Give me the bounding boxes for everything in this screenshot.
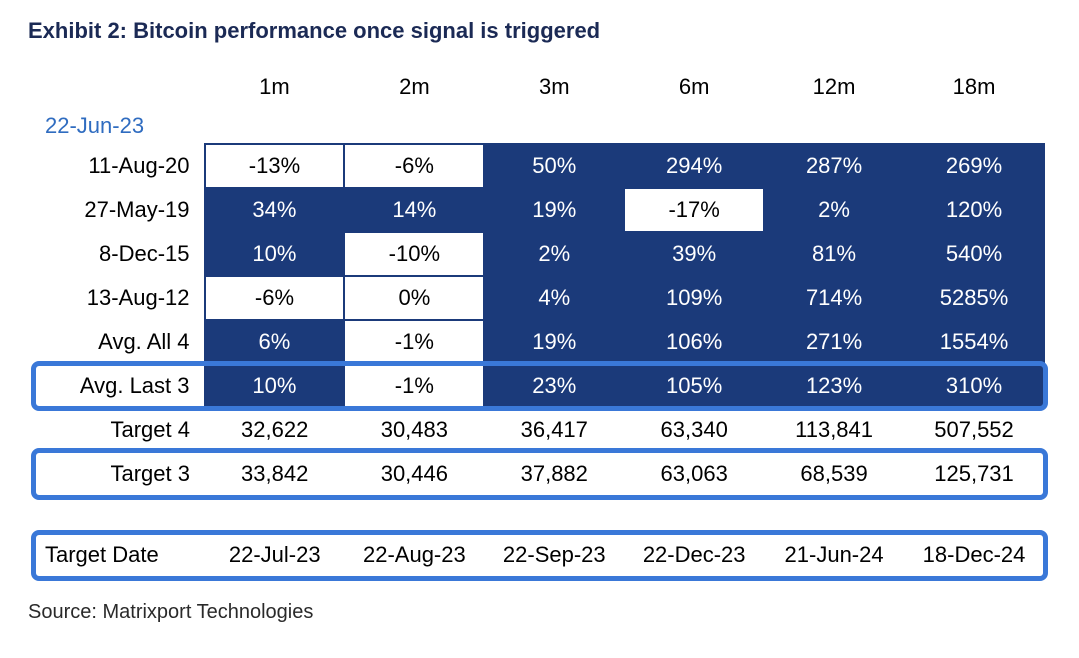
- row-label: 8-Dec-15: [35, 232, 205, 276]
- cell: 271%: [764, 320, 904, 364]
- cell: 30,446: [344, 452, 484, 496]
- col-header: 18m: [904, 70, 1044, 109]
- cell: 294%: [624, 144, 764, 188]
- row-label: Target Date: [35, 534, 205, 577]
- cell: 507,552: [904, 408, 1044, 452]
- col-header: 12m: [764, 70, 904, 109]
- header-blank: [35, 70, 205, 109]
- cell: 109%: [624, 276, 764, 320]
- table-row: 11-Aug-20 -13% -6% 50% 294% 287% 269%: [35, 144, 1045, 188]
- cell: 30,483: [344, 408, 484, 452]
- cell: 33,842: [205, 452, 345, 496]
- col-header: 3m: [484, 70, 624, 109]
- table-row: 8-Dec-15 10% -10% 2% 39% 81% 540%: [35, 232, 1045, 276]
- cell: 81%: [764, 232, 904, 276]
- cell: 540%: [904, 232, 1044, 276]
- table-header-row: 1m 2m 3m 6m 12m 18m: [35, 70, 1045, 109]
- cell: 1554%: [904, 320, 1044, 364]
- cell: 5285%: [904, 276, 1044, 320]
- cell: -6%: [205, 276, 345, 320]
- table-row: Avg. Last 3 10% -1% 23% 105% 123% 310%: [35, 364, 1045, 408]
- table-row: Avg. All 4 6% -1% 19% 106% 271% 1554%: [35, 320, 1045, 364]
- exhibit-container: Exhibit 2: Bitcoin performance once sign…: [0, 0, 1079, 658]
- spacer-row: [35, 496, 1045, 534]
- cell: 36,417: [484, 408, 624, 452]
- cell: -13%: [205, 144, 345, 188]
- row-label: 11-Aug-20: [35, 144, 205, 188]
- cell: -1%: [344, 364, 484, 408]
- cell: 105%: [624, 364, 764, 408]
- cell: 18-Dec-24: [904, 534, 1044, 577]
- cell: 23%: [484, 364, 624, 408]
- cell: 21-Jun-24: [764, 534, 904, 577]
- cell: 123%: [764, 364, 904, 408]
- cell: 32,622: [205, 408, 345, 452]
- cell: 4%: [484, 276, 624, 320]
- row-label: Target 3: [35, 452, 205, 496]
- cell: 10%: [205, 364, 345, 408]
- cell: 39%: [624, 232, 764, 276]
- cell: 310%: [904, 364, 1044, 408]
- cell: 34%: [205, 188, 345, 232]
- cell: 269%: [904, 144, 1044, 188]
- cell: 22-Jul-23: [205, 534, 345, 577]
- cell: 37,882: [484, 452, 624, 496]
- table-row: 13-Aug-12 -6% 0% 4% 109% 714% 5285%: [35, 276, 1045, 320]
- cell: 22-Sep-23: [484, 534, 624, 577]
- cell: -10%: [344, 232, 484, 276]
- cell: 22-Dec-23: [624, 534, 764, 577]
- target-row: Target 4 32,622 30,483 36,417 63,340 113…: [35, 408, 1045, 452]
- signal-date: 22-Jun-23: [35, 109, 1045, 145]
- table-wrap: 1m 2m 3m 6m 12m 18m 22-Jun-23 11-Aug-20 …: [28, 70, 1051, 577]
- col-header: 1m: [205, 70, 345, 109]
- cell: 19%: [484, 188, 624, 232]
- row-label: Avg. Last 3: [35, 364, 205, 408]
- table-row: 27-May-19 34% 14% 19% -17% 2% 120%: [35, 188, 1045, 232]
- cell: -17%: [624, 188, 764, 232]
- exhibit-title: Exhibit 2: Bitcoin performance once sign…: [28, 18, 1051, 44]
- cell: 19%: [484, 320, 624, 364]
- cell: -6%: [344, 144, 484, 188]
- cell: 22-Aug-23: [344, 534, 484, 577]
- row-label: Avg. All 4: [35, 320, 205, 364]
- col-header: 6m: [624, 70, 764, 109]
- cell: 6%: [205, 320, 345, 364]
- cell: 2%: [764, 188, 904, 232]
- cell: 714%: [764, 276, 904, 320]
- cell: 68,539: [764, 452, 904, 496]
- cell: -1%: [344, 320, 484, 364]
- cell: 125,731: [904, 452, 1044, 496]
- row-label: 27-May-19: [35, 188, 205, 232]
- signal-date-row: 22-Jun-23: [35, 109, 1045, 145]
- performance-table: 1m 2m 3m 6m 12m 18m 22-Jun-23 11-Aug-20 …: [34, 70, 1045, 577]
- cell: 120%: [904, 188, 1044, 232]
- cell: 63,340: [624, 408, 764, 452]
- row-label: Target 4: [35, 408, 205, 452]
- target-date-row: Target Date 22-Jul-23 22-Aug-23 22-Sep-2…: [35, 534, 1045, 577]
- cell: 14%: [344, 188, 484, 232]
- target-row: Target 3 33,842 30,446 37,882 63,063 68,…: [35, 452, 1045, 496]
- col-header: 2m: [344, 70, 484, 109]
- cell: 63,063: [624, 452, 764, 496]
- cell: 2%: [484, 232, 624, 276]
- cell: 50%: [484, 144, 624, 188]
- cell: 106%: [624, 320, 764, 364]
- cell: 10%: [205, 232, 345, 276]
- row-label: 13-Aug-12: [35, 276, 205, 320]
- cell: 0%: [344, 276, 484, 320]
- cell: 113,841: [764, 408, 904, 452]
- cell: 287%: [764, 144, 904, 188]
- source-line: Source: Matrixport Technologies: [28, 601, 313, 624]
